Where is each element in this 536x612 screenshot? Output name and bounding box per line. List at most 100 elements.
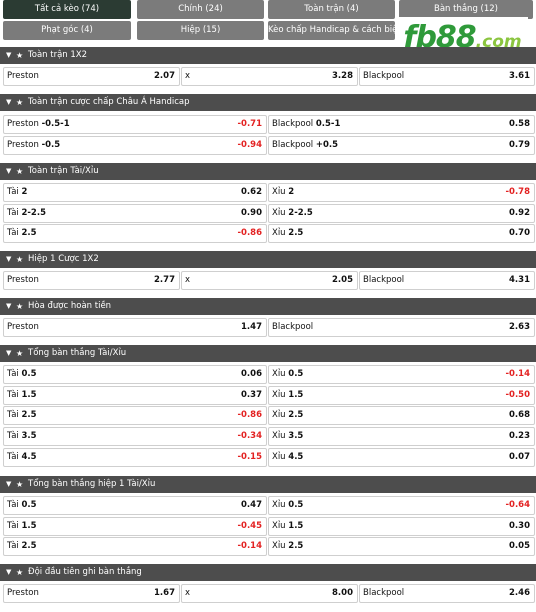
market-row: Tài 3.5 -0.34 Xỉu 3.5 0.23 (3, 427, 535, 446)
odds-cell[interactable]: Tài 1.5 0.37 (3, 386, 267, 405)
odds-cell[interactable]: Xỉu 4.5 0.07 (268, 448, 535, 467)
market-header[interactable]: ▼ ★ Tổng bàn thắng Tài/Xỉu (0, 345, 536, 362)
odds-cell[interactable]: Preston 1.67 (3, 584, 180, 603)
favorite-star-icon[interactable]: ★ (16, 302, 24, 311)
odds-value: 3.61 (509, 71, 530, 81)
odds-cell[interactable]: Blackpool +0.5 0.79 (268, 136, 535, 155)
odds-value: 0.92 (509, 208, 530, 218)
odds-value: 0.30 (509, 521, 530, 531)
odds-cell[interactable]: Blackpool 2.46 (359, 584, 535, 603)
selection-line: 2-2.5 (21, 208, 46, 218)
tab-all-markets[interactable]: Tất cả kèo (74) (3, 0, 131, 19)
odds-cell[interactable]: Xỉu 2.5 0.68 (268, 406, 535, 425)
favorite-star-icon[interactable]: ★ (16, 167, 24, 176)
odds-cell[interactable]: Xỉu 1.5 -0.50 (268, 386, 535, 405)
market-header[interactable]: ▼ ★ Đội đầu tiên ghi bàn thắng (0, 564, 536, 581)
odds-cell[interactable]: x 3.28 (181, 67, 358, 86)
market-row: Tài 1.5 0.37 Xỉu 1.5 -0.50 (3, 386, 535, 405)
market-header[interactable]: ▼ ★ Hòa được hoàn tiền (0, 298, 536, 315)
odds-cell[interactable]: Xỉu 1.5 0.30 (268, 517, 535, 536)
collapse-triangle-icon[interactable]: ▼ (6, 98, 12, 106)
selection-line: 0.5-1 (315, 119, 341, 129)
favorite-star-icon[interactable]: ★ (16, 480, 24, 489)
odds-value: -0.34 (237, 431, 263, 441)
odds-cell[interactable]: Xỉu 0.5 -0.14 (268, 365, 535, 384)
selection-name: Tài (7, 521, 19, 531)
tab-full-match[interactable]: Toàn trận (4) (268, 0, 395, 19)
odds-value: 0.79 (509, 140, 530, 150)
favorite-star-icon[interactable]: ★ (16, 98, 24, 107)
tab-half[interactable]: Hiệp (15) (137, 21, 264, 40)
odds-cell[interactable]: Xỉu 2.5 0.05 (268, 537, 535, 556)
collapse-triangle-icon[interactable]: ▼ (6, 568, 12, 576)
odds-cell[interactable]: Tài 2.5 -0.14 (3, 537, 267, 556)
selection-label: Xỉu 3.5 (272, 428, 303, 445)
odds-cell[interactable]: Tài 0.5 0.06 (3, 365, 267, 384)
tab-main[interactable]: Chính (24) (137, 0, 264, 19)
odds-value: 2.77 (154, 275, 175, 285)
market-title: Hiệp 1 Cược 1X2 (28, 254, 99, 264)
collapse-triangle-icon[interactable]: ▼ (6, 255, 12, 263)
tab-goals[interactable]: Bàn thắng (12) (399, 0, 533, 19)
market-header[interactable]: ▼ ★ Toàn trận cược chấp Châu Á Handicap (0, 94, 536, 111)
market-title: Toàn trận cược chấp Châu Á Handicap (28, 97, 190, 107)
odds-cell[interactable]: Tài 0.5 0.47 (3, 496, 267, 515)
collapse-triangle-icon[interactable]: ▼ (6, 349, 12, 357)
tab-corners[interactable]: Phạt góc (4) (3, 21, 131, 40)
odds-cell[interactable]: Xỉu 2.5 0.70 (268, 224, 535, 243)
odds-cell[interactable]: Xỉu 2-2.5 0.92 (268, 204, 535, 223)
odds-cell[interactable]: Xỉu 3.5 0.23 (268, 427, 535, 446)
odds-cell[interactable]: Preston 2.77 (3, 271, 180, 290)
selection-label: Xỉu 2.5 (272, 225, 303, 242)
selection-label: Xỉu 4.5 (272, 449, 303, 466)
odds-cell[interactable]: Blackpool 0.5-1 0.58 (268, 115, 535, 134)
collapse-triangle-icon[interactable]: ▼ (6, 167, 12, 175)
odds-cell[interactable]: Blackpool 2.63 (268, 318, 535, 337)
odds-cell[interactable]: Tài 2.5 -0.86 (3, 224, 267, 243)
odds-cell[interactable]: Tài 2 0.62 (3, 183, 267, 202)
selection-label: Tài 1.5 (7, 518, 37, 535)
odds-cell[interactable]: Xỉu 0.5 -0.64 (268, 496, 535, 515)
odds-cell[interactable]: Tài 1.5 -0.45 (3, 517, 267, 536)
odds-cell[interactable]: Tài 3.5 -0.34 (3, 427, 267, 446)
tab-handicap-margin[interactable]: Kèo chấp Handicap & cách biệt (2) (268, 21, 395, 40)
odds-value: 1.47 (241, 322, 262, 332)
selection-name: Preston (7, 140, 39, 150)
odds-cell[interactable]: Tài 4.5 -0.15 (3, 448, 267, 467)
odds-cell[interactable]: Blackpool 4.31 (359, 271, 535, 290)
favorite-star-icon[interactable]: ★ (16, 349, 24, 358)
selection-label: Tài 1.5 (7, 387, 37, 404)
odds-value: -0.64 (505, 500, 531, 510)
favorite-star-icon[interactable]: ★ (16, 51, 24, 60)
market-title: Toàn trận 1X2 (28, 50, 88, 60)
odds-cell[interactable]: Preston -0.5-1 -0.71 (3, 115, 267, 134)
odds-cell[interactable]: Preston 1.47 (3, 318, 267, 337)
odds-cell[interactable]: Preston -0.5 -0.94 (3, 136, 267, 155)
odds-cell[interactable]: Tài 2.5 -0.86 (3, 406, 267, 425)
selection-line: 2-2.5 (288, 208, 313, 218)
market-header[interactable]: ▼ ★ Tổng bàn thắng hiệp 1 Tài/Xỉu (0, 476, 536, 493)
favorite-star-icon[interactable]: ★ (16, 568, 24, 577)
odds-cell[interactable]: x 8.00 (181, 584, 358, 603)
selection-name: Xỉu (272, 521, 286, 531)
odds-cell[interactable]: Xỉu 2 -0.78 (268, 183, 535, 202)
selection-line: +0.5 (315, 140, 339, 150)
selection-label: Tài 2-2.5 (7, 205, 46, 222)
market-header[interactable]: ▼ ★ Toàn trận Tài/Xỉu (0, 163, 536, 180)
collapse-triangle-icon[interactable]: ▼ (6, 51, 12, 59)
selection-name: Tài (7, 187, 19, 197)
collapse-triangle-icon[interactable]: ▼ (6, 302, 12, 310)
market-header[interactable]: ▼ ★ Hiệp 1 Cược 1X2 (0, 251, 536, 268)
selection-label: Tài 2 (7, 184, 27, 201)
odds-cell[interactable]: Preston 2.07 (3, 67, 180, 86)
odds-cell[interactable]: Tài 2-2.5 0.90 (3, 204, 267, 223)
selection-label: Xỉu 2.5 (272, 407, 303, 424)
selection-name: Blackpool (272, 140, 314, 150)
odds-cell[interactable]: x 2.05 (181, 271, 358, 290)
selection-line: 4.5 (21, 452, 37, 462)
odds-cell[interactable]: Blackpool 3.61 (359, 67, 535, 86)
market-header[interactable]: ▼ ★ Toàn trận 1X2 (0, 47, 536, 64)
collapse-triangle-icon[interactable]: ▼ (6, 480, 12, 488)
market-row: Tài 1.5 -0.45 Xỉu 1.5 0.30 (3, 517, 535, 536)
favorite-star-icon[interactable]: ★ (16, 255, 24, 264)
